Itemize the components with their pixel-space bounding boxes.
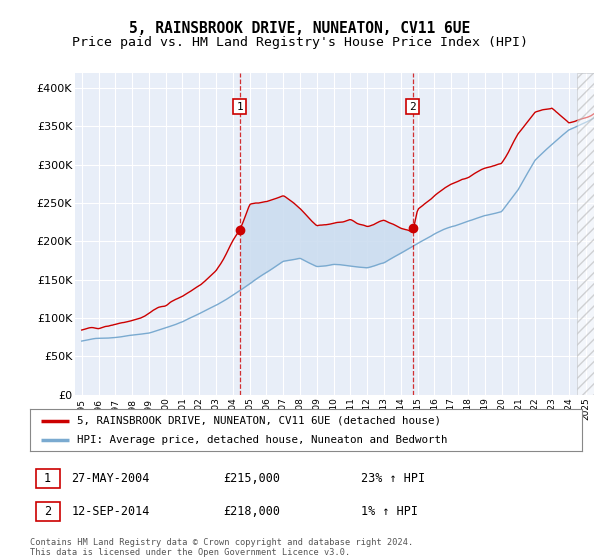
Text: 1% ↑ HPI: 1% ↑ HPI: [361, 505, 418, 518]
Text: HPI: Average price, detached house, Nuneaton and Bedworth: HPI: Average price, detached house, Nune…: [77, 435, 448, 445]
Bar: [577, 73, 594, 395]
Text: 12-SEP-2014: 12-SEP-2014: [71, 505, 150, 518]
Text: £215,000: £215,000: [223, 472, 280, 485]
FancyBboxPatch shape: [35, 502, 60, 521]
Text: £218,000: £218,000: [223, 505, 280, 518]
Text: 27-MAY-2004: 27-MAY-2004: [71, 472, 150, 485]
Text: 5, RAINSBROOK DRIVE, NUNEATON, CV11 6UE (detached house): 5, RAINSBROOK DRIVE, NUNEATON, CV11 6UE …: [77, 416, 441, 426]
Text: 2: 2: [44, 505, 51, 518]
Text: 1: 1: [236, 101, 243, 111]
Text: Price paid vs. HM Land Registry's House Price Index (HPI): Price paid vs. HM Land Registry's House …: [72, 36, 528, 49]
Text: 2: 2: [409, 101, 416, 111]
Text: Contains HM Land Registry data © Crown copyright and database right 2024.
This d: Contains HM Land Registry data © Crown c…: [30, 538, 413, 557]
Text: 23% ↑ HPI: 23% ↑ HPI: [361, 472, 425, 485]
Text: 1: 1: [44, 472, 51, 485]
FancyBboxPatch shape: [35, 469, 60, 488]
Text: 5, RAINSBROOK DRIVE, NUNEATON, CV11 6UE: 5, RAINSBROOK DRIVE, NUNEATON, CV11 6UE: [130, 21, 470, 36]
